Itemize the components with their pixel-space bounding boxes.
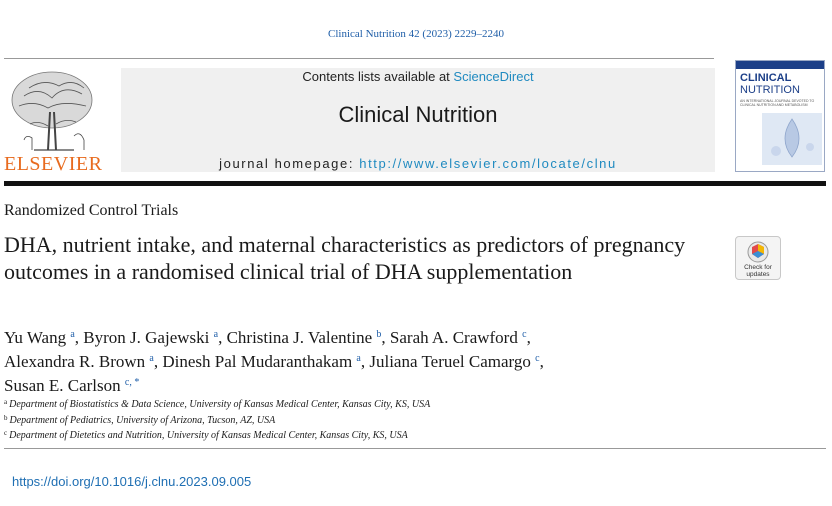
doi-link[interactable]: https://doi.org/10.1016/j.clnu.2023.09.0… (12, 474, 252, 489)
author-entry: Susan E. Carlson c, * (4, 376, 139, 395)
affiliation-key: b (4, 413, 8, 422)
cover-droplet-art (762, 113, 822, 165)
author-affiliation-marker[interactable]: b (376, 329, 382, 340)
journal-cover-thumbnail[interactable]: CLINICAL NUTRITION AN INTERNATIONAL JOUR… (735, 60, 825, 172)
author-entry: Alexandra R. Brown a, (4, 352, 162, 371)
elsevier-wordmark: ELSEVIER (4, 153, 103, 175)
author-separator: , (360, 352, 370, 371)
cover-title-line2: NUTRITION (740, 84, 800, 96)
homepage-prefix: journal homepage: (219, 156, 360, 171)
author-entry: Yu Wang a, (4, 328, 83, 347)
author-affiliation-marker[interactable]: a (213, 329, 219, 340)
affiliation-item: c Department of Dietetics and Nutrition, … (4, 427, 724, 443)
top-divider (4, 58, 714, 59)
affiliation-key: c (4, 429, 8, 437)
affiliation-list: a Department of Biostatistics & Data Scie… (4, 396, 724, 443)
article-title: DHA, nutrient intake, and maternal chara… (4, 232, 686, 284)
front-matter-divider (4, 448, 826, 449)
author-name[interactable]: Christina J. Valentine (226, 328, 373, 347)
journal-homepage-line: journal homepage: http://www.elsevier.co… (121, 156, 715, 171)
author-name[interactable]: Dinesh Pal Mudaranthakam (162, 352, 353, 371)
author-entry: Juliana Teruel Camargo c, (369, 352, 543, 371)
author-affiliation-marker[interactable]: a (356, 353, 361, 364)
author-affiliation-marker[interactable]: a (70, 329, 75, 340)
affiliation-item: a Department of Biostatistics & Data Scie… (4, 396, 724, 412)
homepage-link[interactable]: http://www.elsevier.com/locate/clnu (359, 156, 617, 171)
author-entry: Byron J. Gajewski a, (83, 328, 226, 347)
author-entry: Dinesh Pal Mudaranthakam a, (162, 352, 369, 371)
author-name[interactable]: Juliana Teruel Camargo (369, 352, 531, 371)
author-separator: , (381, 328, 390, 347)
contents-line: Contents lists available at ScienceDirec… (121, 69, 715, 84)
elsevier-tree-logo[interactable] (4, 66, 104, 174)
contents-prefix: Contents lists available at (302, 69, 454, 84)
cover-title-line1: CLINICAL (740, 72, 792, 84)
author-name[interactable]: Byron J. Gajewski (83, 328, 210, 347)
author-affiliation-marker[interactable]: a (149, 353, 154, 364)
journal-header-panel (121, 68, 715, 172)
check-for-updates-button[interactable]: Check for updates (735, 236, 781, 280)
author-name[interactable]: Susan E. Carlson (4, 376, 121, 395)
cover-top-band (736, 61, 824, 69)
author-affiliation-marker[interactable]: c (522, 329, 527, 340)
affiliation-text: Department of Dietetics and Nutrition, U… (9, 430, 408, 441)
author-separator: , (526, 328, 531, 347)
author-separator: , (74, 328, 84, 347)
article-section-label: Randomized Control Trials (4, 202, 179, 219)
author-separator: , (539, 352, 544, 371)
author-name[interactable]: Sarah A. Crawford (389, 328, 518, 347)
affiliation-text: Department of Pediatrics, University of … (9, 414, 276, 426)
author-affiliation-marker[interactable]: c (535, 353, 540, 364)
journal-name: Clinical Nutrition (338, 102, 498, 127)
author-entry: Sarah A. Crawford c, (390, 328, 531, 347)
author-affiliation-marker[interactable]: c, * (124, 377, 140, 388)
crossmark-icon (747, 241, 769, 263)
affiliation-item: b Department of Pediatrics, University of… (4, 412, 724, 428)
author-name[interactable]: Yu Wang (4, 328, 67, 347)
author-separator: , (218, 328, 227, 347)
author-name[interactable]: Alexandra R. Brown (4, 352, 146, 371)
cover-subtitle: AN INTERNATIONAL JOURNAL DEVOTED TO CLIN… (740, 99, 815, 107)
author-separator: , (153, 352, 163, 371)
header-heavy-divider (4, 181, 826, 186)
author-list: Yu Wang a, Byron J. Gajewski a, Christin… (4, 324, 724, 396)
crossmark-label: Check for updates (744, 264, 772, 278)
author-entry: Christina J. Valentine b, (227, 328, 390, 347)
sciencedirect-link[interactable]: ScienceDirect (453, 69, 534, 84)
affiliation-text: Department of Biostatistics & Data Scien… (9, 399, 431, 410)
affiliation-key: a (4, 398, 8, 406)
journal-citation[interactable]: Clinical Nutrition 42 (2023) 2229–2240 (328, 28, 504, 40)
